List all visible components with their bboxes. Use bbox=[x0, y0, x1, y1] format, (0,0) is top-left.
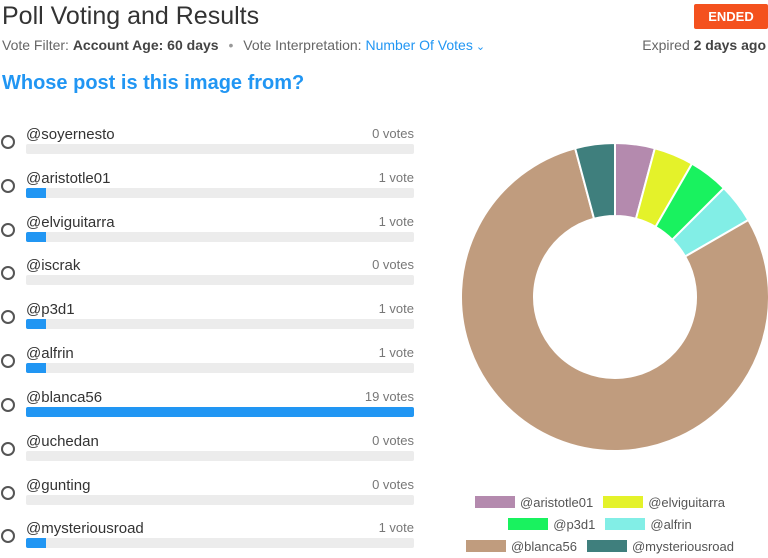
vote-progress-bar bbox=[26, 232, 414, 242]
expired-value: 2 days ago bbox=[693, 37, 766, 53]
legend-swatch bbox=[586, 540, 627, 552]
legend-swatch bbox=[475, 496, 516, 508]
legend-row: @p3d1 @alfrin bbox=[440, 513, 760, 535]
option-label: @mysteriousroad bbox=[26, 520, 144, 537]
option-label: @elviguitarra bbox=[26, 214, 115, 231]
radio-button[interactable] bbox=[1, 310, 15, 324]
option-vote-count: 0 votes bbox=[372, 126, 414, 141]
option-vote-count: 1 vote bbox=[378, 345, 414, 360]
legend-swatch bbox=[465, 540, 506, 552]
legend-item[interactable]: @blanca56 bbox=[465, 538, 577, 554]
vote-progress-fill bbox=[26, 407, 414, 417]
poll-meta: Vote Filter: Account Age: 60 days • Vote… bbox=[2, 37, 485, 53]
results-donut-chart bbox=[460, 141, 768, 452]
vote-filter-label: Vote Filter: bbox=[2, 37, 69, 53]
vote-interpretation-label: Vote Interpretation: bbox=[243, 37, 362, 53]
vote-progress-bar bbox=[26, 275, 414, 285]
poll-option[interactable]: @elviguitarra 1 vote bbox=[0, 212, 416, 252]
option-vote-count: 1 vote bbox=[378, 170, 414, 185]
radio-button[interactable] bbox=[1, 529, 15, 543]
option-vote-count: 0 votes bbox=[372, 257, 414, 272]
legend-label: @mysteriousroad bbox=[631, 538, 735, 554]
option-vote-count: 19 votes bbox=[364, 389, 414, 404]
status-badge: ENDED bbox=[694, 4, 768, 29]
poll-option[interactable]: @gunting 0 votes bbox=[0, 475, 416, 515]
chevron-down-icon[interactable]: ⌄ bbox=[475, 41, 486, 53]
option-label: @soyernesto bbox=[26, 126, 115, 143]
radio-button[interactable] bbox=[1, 223, 15, 237]
vote-progress-bar bbox=[26, 188, 414, 198]
option-label: @p3d1 bbox=[26, 301, 75, 318]
vote-interpretation-dropdown[interactable]: Number Of Votes bbox=[365, 37, 473, 53]
expired-status: Expired 2 days ago bbox=[642, 37, 766, 53]
poll-option[interactable]: @aristotle01 1 vote bbox=[0, 168, 416, 208]
option-vote-count: 0 votes bbox=[372, 433, 414, 448]
poll-question: Whose post is this image from? bbox=[2, 72, 305, 94]
poll-option[interactable]: @blanca56 19 votes bbox=[0, 387, 416, 427]
poll-option[interactable]: @soyernesto 0 votes bbox=[0, 124, 416, 164]
vote-progress-bar bbox=[26, 319, 414, 329]
legend-swatch bbox=[508, 518, 549, 530]
legend-item[interactable]: @p3d1 bbox=[508, 517, 595, 532]
option-vote-count: 1 vote bbox=[378, 301, 414, 316]
legend-row: @blanca56 @mysteriousroad bbox=[440, 535, 760, 557]
radio-button[interactable] bbox=[1, 354, 15, 368]
option-vote-count: 0 votes bbox=[372, 477, 414, 492]
vote-progress-bar bbox=[26, 538, 414, 548]
vote-progress-bar bbox=[26, 363, 414, 373]
legend-swatch bbox=[605, 518, 646, 530]
legend-label: @alfrin bbox=[650, 516, 692, 532]
vote-filter-value: Account Age: 60 days bbox=[72, 37, 219, 53]
legend-label: @elviguitarra bbox=[648, 494, 725, 510]
option-label: @blanca56 bbox=[26, 389, 103, 406]
legend-item[interactable]: @alfrin bbox=[605, 516, 692, 532]
option-label: @alfrin bbox=[26, 345, 74, 362]
page-title: Poll Voting and Results bbox=[2, 2, 260, 30]
option-vote-count: 1 vote bbox=[378, 214, 414, 229]
legend-item[interactable]: @aristotle01 bbox=[475, 495, 593, 510]
radio-button[interactable] bbox=[1, 442, 15, 456]
vote-progress-fill bbox=[26, 232, 47, 242]
option-label: @gunting bbox=[26, 477, 91, 494]
expired-label: Expired bbox=[642, 37, 690, 53]
radio-button[interactable] bbox=[1, 266, 15, 280]
option-label: @uchedan bbox=[26, 433, 99, 450]
radio-button[interactable] bbox=[1, 179, 15, 193]
legend-swatch bbox=[603, 496, 644, 508]
option-vote-count: 1 vote bbox=[378, 520, 414, 535]
vote-progress-fill bbox=[26, 319, 47, 329]
vote-progress-bar bbox=[26, 495, 414, 505]
option-label: @iscrak bbox=[26, 257, 81, 274]
meta-separator: • bbox=[228, 37, 234, 53]
vote-progress-bar bbox=[26, 407, 414, 417]
legend-label: @blanca56 bbox=[510, 538, 577, 554]
vote-progress-bar bbox=[26, 451, 414, 461]
option-label: @aristotle01 bbox=[26, 170, 111, 187]
radio-button[interactable] bbox=[1, 486, 15, 500]
legend-label: @aristotle01 bbox=[520, 494, 594, 510]
donut-slice[interactable] bbox=[460, 147, 768, 452]
legend-item[interactable]: @elviguitarra bbox=[603, 495, 725, 510]
poll-option[interactable]: @p3d1 1 vote bbox=[0, 299, 416, 339]
radio-button[interactable] bbox=[1, 135, 15, 149]
poll-option[interactable]: @uchedan 0 votes bbox=[0, 431, 416, 471]
poll-option[interactable]: @mysteriousroad 1 vote bbox=[0, 518, 416, 558]
poll-option[interactable]: @iscrak 0 votes bbox=[0, 255, 416, 295]
vote-progress-fill bbox=[26, 363, 47, 373]
legend-row: @aristotle01 @elviguitarra bbox=[440, 491, 760, 513]
legend-item[interactable]: @mysteriousroad bbox=[586, 538, 735, 554]
radio-button[interactable] bbox=[1, 398, 15, 412]
poll-option[interactable]: @alfrin 1 vote bbox=[0, 343, 416, 383]
vote-progress-fill bbox=[26, 188, 47, 198]
legend-label: @p3d1 bbox=[553, 516, 596, 532]
vote-progress-bar bbox=[26, 144, 414, 154]
donut-slice[interactable] bbox=[573, 141, 616, 220]
chart-legend: @aristotle01 @elviguitarra @p3d1 @alfrin @bl… bbox=[440, 491, 760, 557]
vote-progress-fill bbox=[26, 538, 47, 548]
